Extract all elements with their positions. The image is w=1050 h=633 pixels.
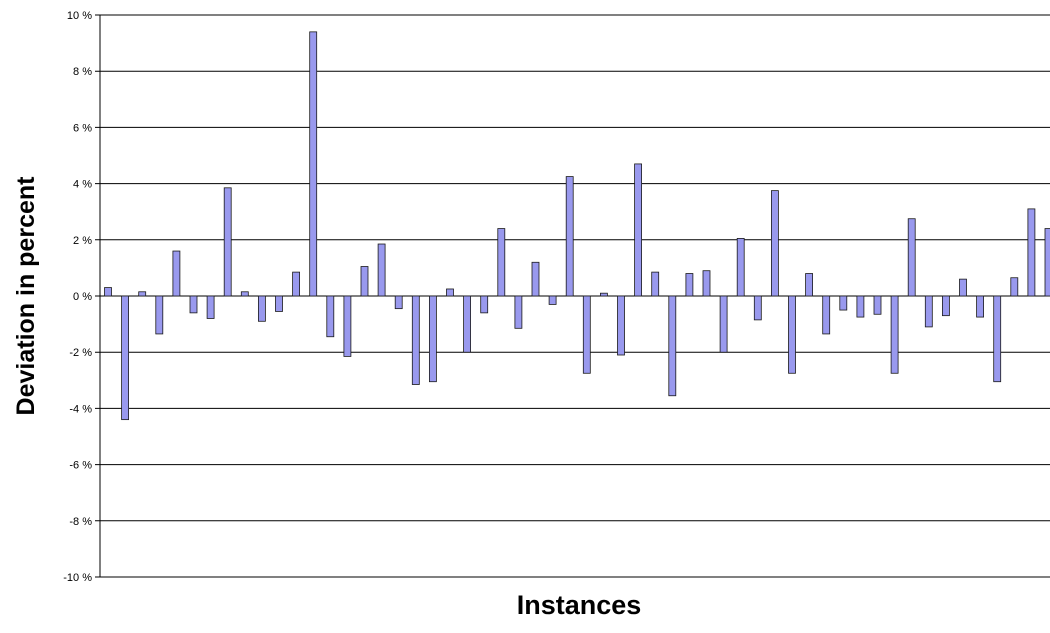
bar [412, 296, 419, 385]
bar [1011, 278, 1018, 296]
bar [344, 296, 351, 356]
y-tick-label: -2 % [69, 347, 92, 359]
bar [224, 188, 231, 296]
bar [464, 296, 471, 352]
bar [652, 272, 659, 296]
bar [361, 266, 368, 296]
bar [498, 229, 505, 296]
bar [139, 292, 146, 296]
bar [190, 296, 197, 313]
bar [635, 164, 642, 296]
bar [703, 271, 710, 296]
bar [549, 296, 556, 304]
y-tick-label: -6 % [69, 460, 92, 472]
y-tick-label: 6 % [73, 122, 92, 134]
bar [669, 296, 676, 396]
bar [515, 296, 522, 328]
bar [173, 251, 180, 296]
bar [105, 288, 112, 296]
bar [258, 296, 265, 321]
bar [720, 296, 727, 352]
bar [600, 293, 607, 296]
bar [686, 274, 693, 296]
bar [1045, 229, 1050, 296]
bar [960, 279, 967, 296]
x-axis-label: Instances [517, 590, 642, 620]
y-tick-label: -4 % [69, 403, 92, 415]
bars [105, 32, 1050, 420]
bar [1028, 209, 1035, 296]
y-tick-label: -10 % [63, 572, 92, 584]
bar [429, 296, 436, 382]
y-tick-label: 0 % [73, 291, 92, 303]
bar [840, 296, 847, 310]
bar [395, 296, 402, 309]
bar [447, 289, 454, 296]
bar [378, 244, 385, 296]
bar [241, 292, 248, 296]
bar [293, 272, 300, 296]
bar [276, 296, 283, 311]
bar [327, 296, 334, 337]
y-tick-label: 4 % [73, 179, 92, 191]
y-tick-labels: 10 % 8 % 6 % 4 % 2 % 0 % -2 % -4 % -6 % -8 % -10 % [63, 10, 92, 584]
y-tick-label: 10 % [67, 10, 92, 22]
bar [754, 296, 761, 320]
bar [771, 191, 778, 296]
bar [310, 32, 317, 296]
y-tick-label: -8 % [69, 516, 92, 528]
y-tick-label: 8 % [73, 66, 92, 78]
bar [789, 296, 796, 373]
bar [857, 296, 864, 317]
bar [532, 262, 539, 296]
bar [994, 296, 1001, 382]
bar [583, 296, 590, 373]
bar [874, 296, 881, 314]
bar [156, 296, 163, 334]
bar [122, 296, 129, 420]
bar [823, 296, 830, 334]
bar [925, 296, 932, 327]
bar [207, 296, 214, 318]
bar [977, 296, 984, 317]
bar [891, 296, 898, 373]
bar [908, 219, 915, 296]
bar [737, 238, 744, 296]
bar [806, 274, 813, 296]
y-axis-label: Deviation in percent [12, 176, 40, 416]
y-tick-label: 2 % [73, 235, 92, 247]
bar [618, 296, 625, 355]
bar [481, 296, 488, 313]
bar [942, 296, 949, 316]
bar [566, 177, 573, 296]
